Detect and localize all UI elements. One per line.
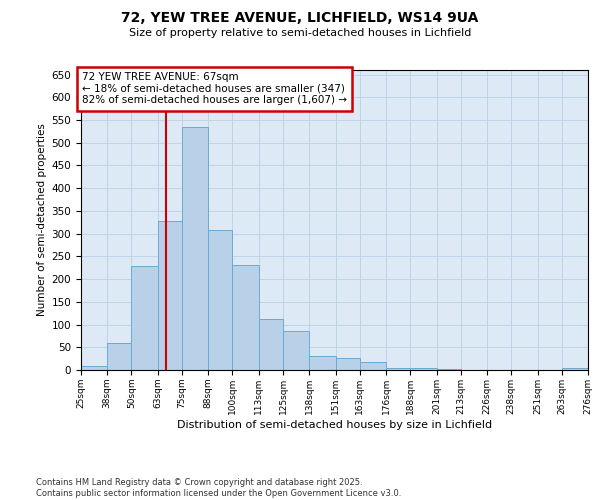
Bar bbox=[232, 266, 259, 370]
Bar bbox=[335, 358, 360, 370]
Text: Contains HM Land Registry data © Crown copyright and database right 2025.
Contai: Contains HM Land Registry data © Crown c… bbox=[36, 478, 401, 498]
X-axis label: Distribution of semi-detached houses by size in Lichfield: Distribution of semi-detached houses by … bbox=[177, 420, 492, 430]
Bar bbox=[410, 368, 437, 370]
Bar bbox=[386, 368, 410, 370]
Bar bbox=[208, 230, 232, 370]
Bar bbox=[107, 342, 131, 370]
Text: Size of property relative to semi-detached houses in Lichfield: Size of property relative to semi-detach… bbox=[129, 28, 471, 38]
Text: 72, YEW TREE AVENUE, LICHFIELD, WS14 9UA: 72, YEW TREE AVENUE, LICHFIELD, WS14 9UA bbox=[121, 11, 479, 25]
Bar bbox=[360, 362, 386, 370]
Bar bbox=[182, 127, 208, 370]
Bar bbox=[562, 368, 588, 370]
Bar bbox=[131, 266, 158, 370]
Bar bbox=[81, 366, 107, 370]
Bar bbox=[309, 356, 335, 370]
Bar bbox=[259, 318, 283, 370]
Y-axis label: Number of semi-detached properties: Number of semi-detached properties bbox=[37, 124, 47, 316]
Text: 72 YEW TREE AVENUE: 67sqm
← 18% of semi-detached houses are smaller (347)
82% of: 72 YEW TREE AVENUE: 67sqm ← 18% of semi-… bbox=[82, 72, 347, 106]
Bar bbox=[158, 221, 182, 370]
Bar bbox=[437, 369, 461, 370]
Bar bbox=[283, 332, 309, 370]
